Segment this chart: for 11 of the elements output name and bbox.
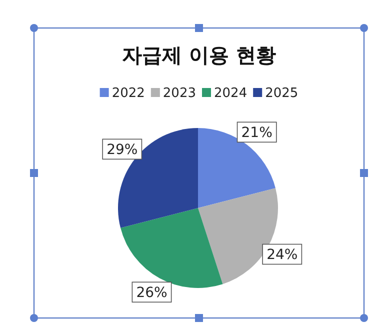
pie-slice xyxy=(198,128,276,208)
legend-label: 2022 xyxy=(112,86,145,101)
chart-title: 자급제 이용 현황 xyxy=(122,43,276,67)
legend-label: 2025 xyxy=(265,86,298,101)
legend-label: 2023 xyxy=(162,86,196,101)
pie-slice xyxy=(120,208,223,288)
data-label: 29% xyxy=(106,142,138,158)
data-label: 21% xyxy=(241,125,272,142)
data-label: 26% xyxy=(136,285,168,302)
legend-label: 2024 xyxy=(214,86,248,101)
data-label: 24% xyxy=(266,247,298,264)
